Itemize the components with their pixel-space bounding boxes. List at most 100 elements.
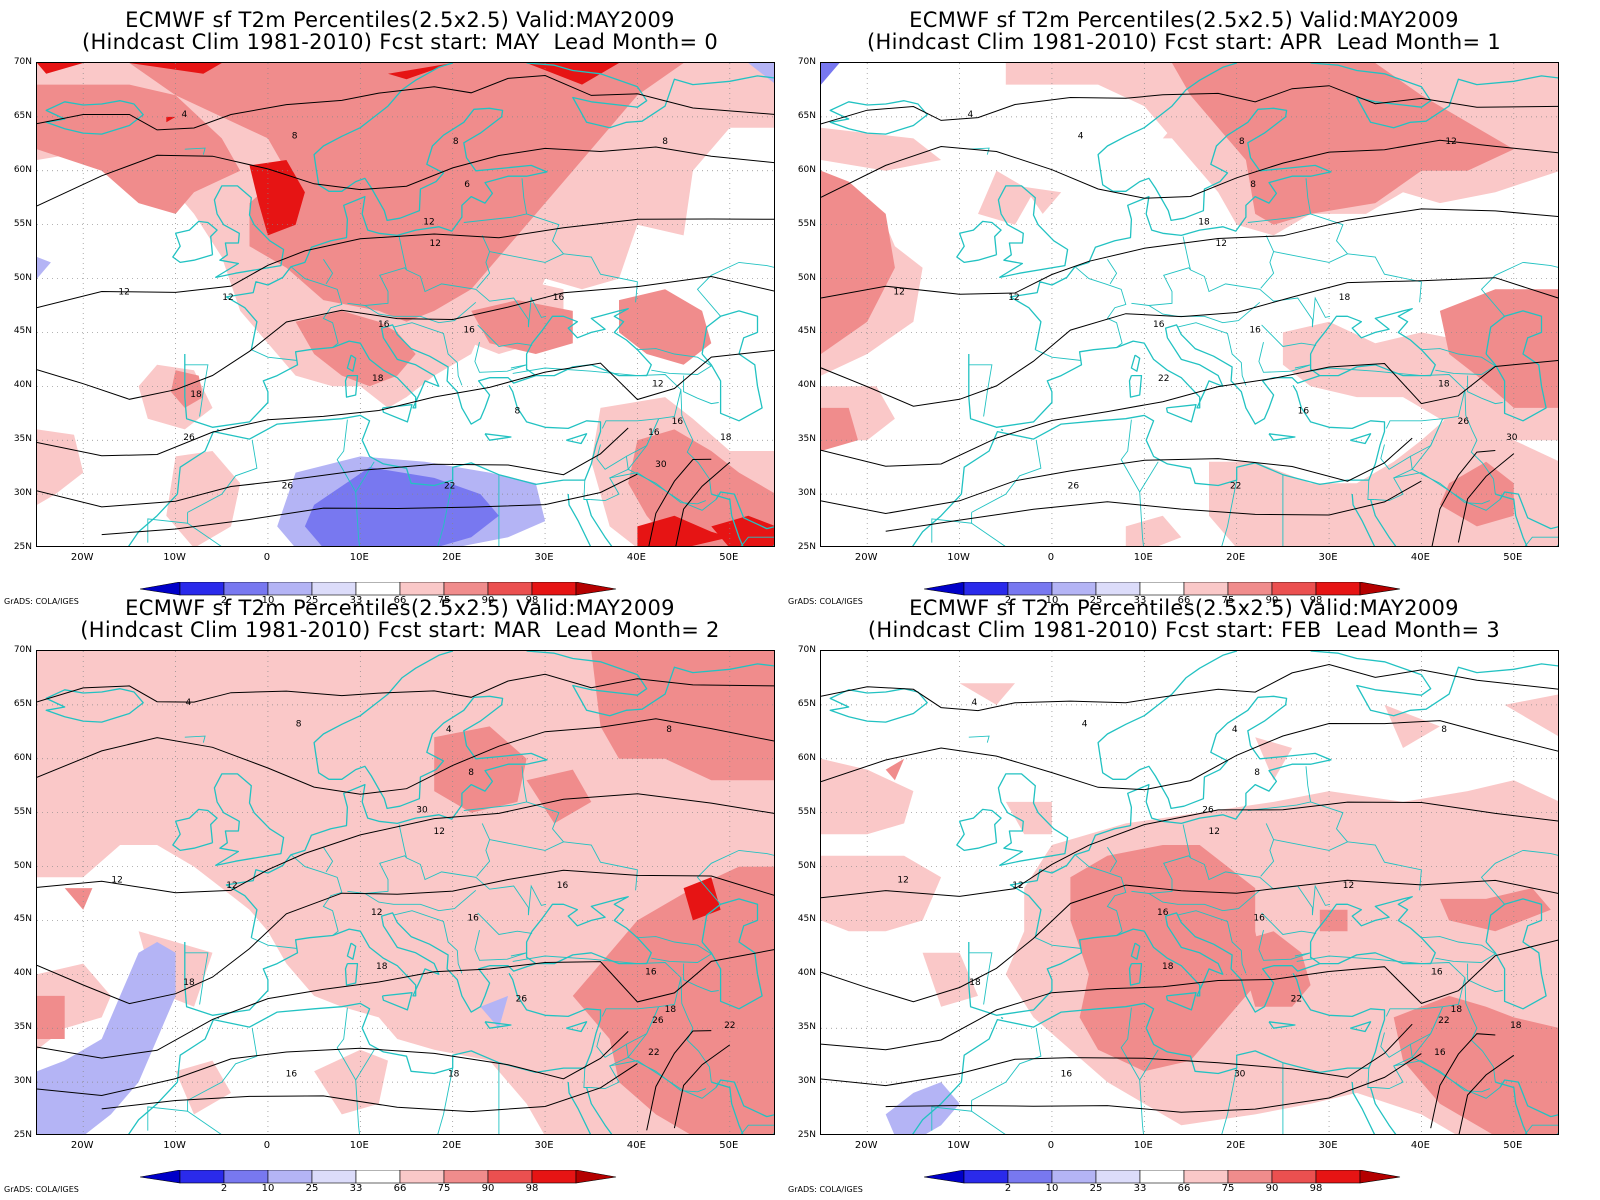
lon-label: 10W: [947, 1140, 970, 1151]
contour-label: 16: [553, 293, 565, 303]
country-border: [323, 846, 334, 873]
country-border: [1260, 235, 1275, 289]
country-border: [184, 147, 206, 155]
country-border: [968, 952, 993, 1005]
colorbar-tick-label: 98: [1309, 1183, 1323, 1194]
country-border: [355, 1049, 375, 1134]
country-border: [680, 389, 712, 495]
panel-title-line1: ECMWF sf T2m Percentiles(2.5x2.5) Valid:…: [909, 8, 1459, 32]
panel-title-line2: (Hindcast Clim 1981-2010) Fcst start: AP…: [866, 30, 1501, 54]
lon-label: 0: [263, 552, 271, 563]
colorbar-segment: [1051, 1170, 1097, 1184]
colorbar-tick-label: 2: [220, 1183, 228, 1194]
colorbar-segment: [267, 1170, 313, 1184]
isotherm-contour: [1430, 1033, 1496, 1129]
panel-title-line1: ECMWF sf T2m Percentiles(2.5x2.5) Valid:…: [909, 596, 1459, 620]
contour-label: 18: [665, 1005, 677, 1015]
contour-label: 16: [1253, 913, 1265, 923]
lon-label: 50E: [719, 552, 739, 563]
country-border: [968, 364, 993, 417]
lon-label: 50E: [719, 1140, 739, 1151]
isotherm-contour: [101, 1063, 638, 1113]
lat-label: 25N: [13, 542, 32, 552]
contour-label: 12: [433, 827, 444, 837]
lat-label: 60N: [13, 164, 32, 175]
colorbar-tick-label: 90: [1265, 595, 1279, 606]
shading-anom-mid-area: [885, 758, 905, 781]
colorbar-tick-label: 2: [1004, 1183, 1012, 1194]
coastline: [45, 688, 144, 723]
colorbar-tick-label: 33: [349, 595, 363, 606]
contour-label: 26: [183, 433, 195, 443]
contour-label: 26: [516, 994, 528, 1004]
country-border: [1410, 418, 1444, 457]
coastline: [1369, 499, 1397, 546]
country-border: [1524, 1124, 1558, 1134]
country-border: [290, 266, 343, 348]
country-border: [1139, 1049, 1159, 1134]
shading-anom-light-area: [978, 170, 1034, 225]
shading-anom-light-area: [129, 683, 176, 705]
country-border: [489, 251, 638, 303]
country-border: [474, 341, 527, 373]
colorbar-tick-label: 10: [1045, 1183, 1059, 1194]
lat-label: 40N: [797, 968, 816, 979]
contour-label: 26: [1202, 806, 1214, 816]
grads-credit: GrADS: COLA/IGES: [788, 597, 863, 606]
contour-label: 12: [423, 218, 434, 228]
coastline: [381, 992, 413, 1011]
isotherm-contour: [37, 218, 774, 309]
contour-label: 22: [1158, 374, 1169, 384]
graticule: [821, 651, 1558, 1134]
country-border: [393, 910, 463, 974]
lat-label: 50N: [13, 272, 32, 283]
contour-label: 16: [1431, 967, 1443, 977]
country-border: [1035, 937, 1082, 949]
shading-anom-mid-area: [129, 63, 684, 322]
country-border: [512, 367, 682, 429]
contour-label: 16: [672, 417, 684, 427]
shading-anom-max-area: [711, 515, 774, 546]
coastline: [715, 491, 774, 530]
colorbar-tick-label: 2: [1004, 595, 1012, 606]
country-border: [251, 937, 298, 949]
contour-label: 16: [463, 325, 475, 335]
isotherm-contour: [37, 427, 629, 508]
country-border: [740, 1124, 774, 1134]
map-panel-3: ECMWF sf T2m Percentiles(2.5x2.5) Valid:…: [0, 588, 800, 1194]
lat-label: 30N: [13, 488, 32, 499]
lat-label: 30N: [797, 1076, 816, 1087]
country-border: [1247, 178, 1312, 223]
lat-label: 65N: [13, 698, 32, 709]
country-border: [696, 849, 774, 905]
isotherm-contour: [37, 673, 774, 703]
contour-label: 26: [652, 1016, 664, 1026]
country-border: [931, 512, 973, 543]
contour-label: 30: [1506, 433, 1518, 443]
coastline: [526, 63, 774, 129]
country-border: [526, 801, 564, 843]
map-plot-area: 4 4 4 8 8 12 12 12 16 16 16 12 18 18 18 22 26 30 16 16 22 18: [820, 650, 1559, 1135]
coastline: [1128, 374, 1143, 398]
colorbar-tick-label: 33: [1133, 1183, 1147, 1194]
isotherm-contour: [646, 1030, 712, 1131]
map-panel-4: ECMWF sf T2m Percentiles(2.5x2.5) Valid:…: [784, 588, 1584, 1194]
lon-label: 20W: [70, 552, 94, 563]
contour-label: 22: [444, 482, 455, 492]
colorbar-tick-label: 33: [349, 1183, 363, 1194]
lat-label: 40N: [797, 380, 816, 391]
contour-label: 18: [372, 374, 384, 384]
shading-anom-mid-area: [1393, 995, 1558, 1134]
country-border: [683, 375, 719, 405]
country-border: [1282, 474, 1284, 546]
country-border: [696, 261, 774, 317]
lon-label: 10E: [1133, 552, 1153, 563]
colorbar-tick-label: 98: [1309, 595, 1323, 606]
country-border: [347, 855, 529, 916]
lon-label: 40E: [1410, 552, 1430, 563]
shading-anom-mid-area: [295, 310, 416, 387]
isotherm-contour: [37, 949, 774, 1059]
isotherm-contour: [673, 1044, 731, 1129]
shading-anom-max-area: [637, 515, 730, 546]
